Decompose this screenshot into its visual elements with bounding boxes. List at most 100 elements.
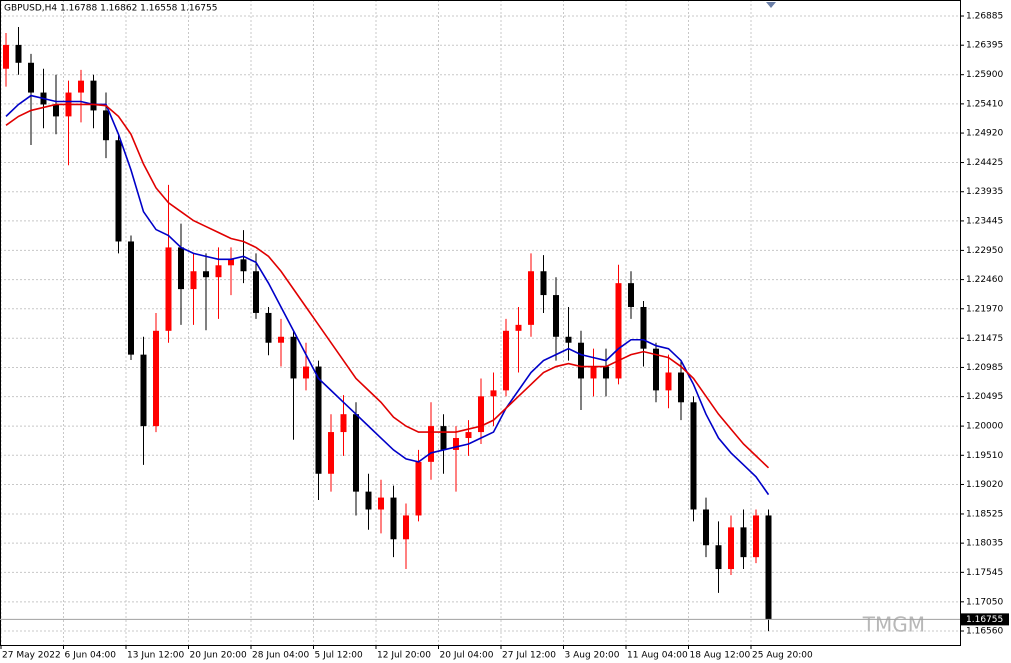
- candle-body: [265, 312, 272, 343]
- chart-title: GBPUSD,H4 1.16788 1.16862 1.16558 1.1675…: [4, 4, 217, 14]
- candle-body: [178, 247, 184, 290]
- x-tick-label: 20 Jun 20:00: [190, 651, 247, 661]
- y-tick-label: 1.23935: [966, 187, 1003, 197]
- x-tick-label: 18 Aug 12:00: [690, 651, 751, 661]
- candle-body: [553, 295, 559, 337]
- candle-body: [678, 372, 684, 403]
- y-tick-label: 1.21475: [966, 334, 1003, 344]
- candle-body: [228, 259, 234, 266]
- candle-body: [215, 265, 222, 278]
- candle-body: [590, 366, 597, 379]
- y-tick-label: 1.21970: [966, 304, 1003, 314]
- x-tick-label: 12 Jul 20:00: [377, 651, 431, 661]
- candle-body: [603, 366, 609, 379]
- y-tick-label: 1.19020: [966, 480, 1003, 490]
- y-tick-label: 1.24425: [966, 158, 1003, 168]
- x-tick-label: 27 Jul 12:00: [502, 651, 556, 661]
- candle-body: [278, 336, 284, 343]
- candle-body: [90, 80, 97, 111]
- candle-body: [703, 509, 709, 546]
- candle-body: [140, 354, 147, 427]
- candle-body: [490, 390, 497, 397]
- candle-body: [203, 271, 209, 278]
- y-tick-label: 1.20495: [966, 392, 1003, 402]
- candle-body: [690, 402, 697, 510]
- candle-body: [478, 396, 484, 433]
- x-tick-label: 5 Jul 12:00: [315, 651, 364, 661]
- moving-average: [5, 103, 770, 469]
- candle-body: [290, 336, 297, 379]
- y-tick-label: 1.18525: [966, 509, 1003, 519]
- candle-body: [440, 426, 447, 450]
- candle-body: [128, 241, 134, 355]
- candle-body: [403, 515, 409, 540]
- candle-body: [615, 283, 622, 379]
- shift-marker[interactable]: [766, 2, 776, 8]
- last-price-box: [961, 613, 1009, 626]
- candle-body: [628, 283, 634, 307]
- candle-body: [315, 366, 322, 474]
- candle-body: [715, 545, 722, 570]
- y-tick-label: 1.25900: [966, 70, 1003, 80]
- candle-body: [353, 414, 359, 492]
- candle-body: [728, 527, 734, 570]
- candle-body: [653, 348, 659, 391]
- y-tick-label: 1.17545: [966, 568, 1003, 578]
- candle-body: [465, 432, 472, 439]
- watermark: TMGM: [862, 613, 925, 637]
- candle-body: [378, 497, 384, 510]
- x-tick-label: 6 Jun 04:00: [65, 651, 117, 661]
- candle-body: [390, 497, 397, 540]
- candle-body: [453, 438, 459, 450]
- y-tick-label: 1.25410: [966, 99, 1003, 109]
- x-tick-label: 25 Aug 20:00: [752, 651, 813, 661]
- y-tick-label: 1.16560: [966, 627, 1003, 637]
- x-tick-label: 27 May 2022: [2, 651, 61, 661]
- candle-body: [415, 461, 422, 516]
- x-tick-label: 20 Jul 04:00: [440, 651, 494, 661]
- candle-body: [665, 372, 672, 391]
- candle-body: [103, 110, 109, 141]
- candle-body: [740, 527, 747, 558]
- candle-body: [190, 271, 197, 290]
- candle-body: [540, 271, 547, 296]
- candle-body: [503, 330, 509, 391]
- candle-body: [528, 271, 534, 325]
- y-tick-label: 1.24920: [966, 129, 1003, 139]
- y-tick-label: 1.17050: [966, 597, 1003, 607]
- y-tick-label: 1.20985: [966, 363, 1003, 373]
- plot-frame: [0, 0, 961, 646]
- candle-body: [515, 324, 522, 331]
- x-tick-label: 3 Aug 20:00: [565, 651, 620, 661]
- candle-body: [578, 342, 584, 379]
- candle-body: [165, 247, 172, 331]
- y-tick-label: 1.26395: [966, 41, 1003, 51]
- candle-body: [365, 491, 372, 510]
- candle-body: [765, 515, 772, 620]
- y-tick-label: 1.22950: [966, 246, 1003, 256]
- moving-average: [5, 94, 770, 496]
- candle-body: [340, 414, 347, 433]
- x-tick-label: 13 Jun 12:00: [127, 651, 184, 661]
- x-tick-label: 11 Aug 04:00: [627, 651, 688, 661]
- candle-body: [3, 44, 9, 69]
- candle-body: [15, 44, 22, 63]
- candle-body: [328, 432, 334, 474]
- last-price-label: 1.16755: [966, 615, 1003, 625]
- x-tick-label: 28 Jun 04:00: [252, 651, 309, 661]
- candle-body: [78, 80, 84, 93]
- y-tick-label: 1.26885: [966, 12, 1003, 22]
- y-tick-label: 1.22460: [966, 275, 1003, 285]
- candle-body: [28, 62, 34, 93]
- candle-body: [53, 104, 59, 117]
- candle-body: [640, 306, 647, 349]
- candle-body: [253, 271, 259, 313]
- y-tick-label: 1.20000: [966, 422, 1003, 432]
- candle-body: [240, 259, 247, 272]
- candle-body: [303, 366, 309, 379]
- candle-body: [565, 336, 572, 343]
- candle-body: [115, 140, 122, 242]
- y-tick-label: 1.23445: [966, 216, 1003, 226]
- candle-body: [753, 515, 759, 558]
